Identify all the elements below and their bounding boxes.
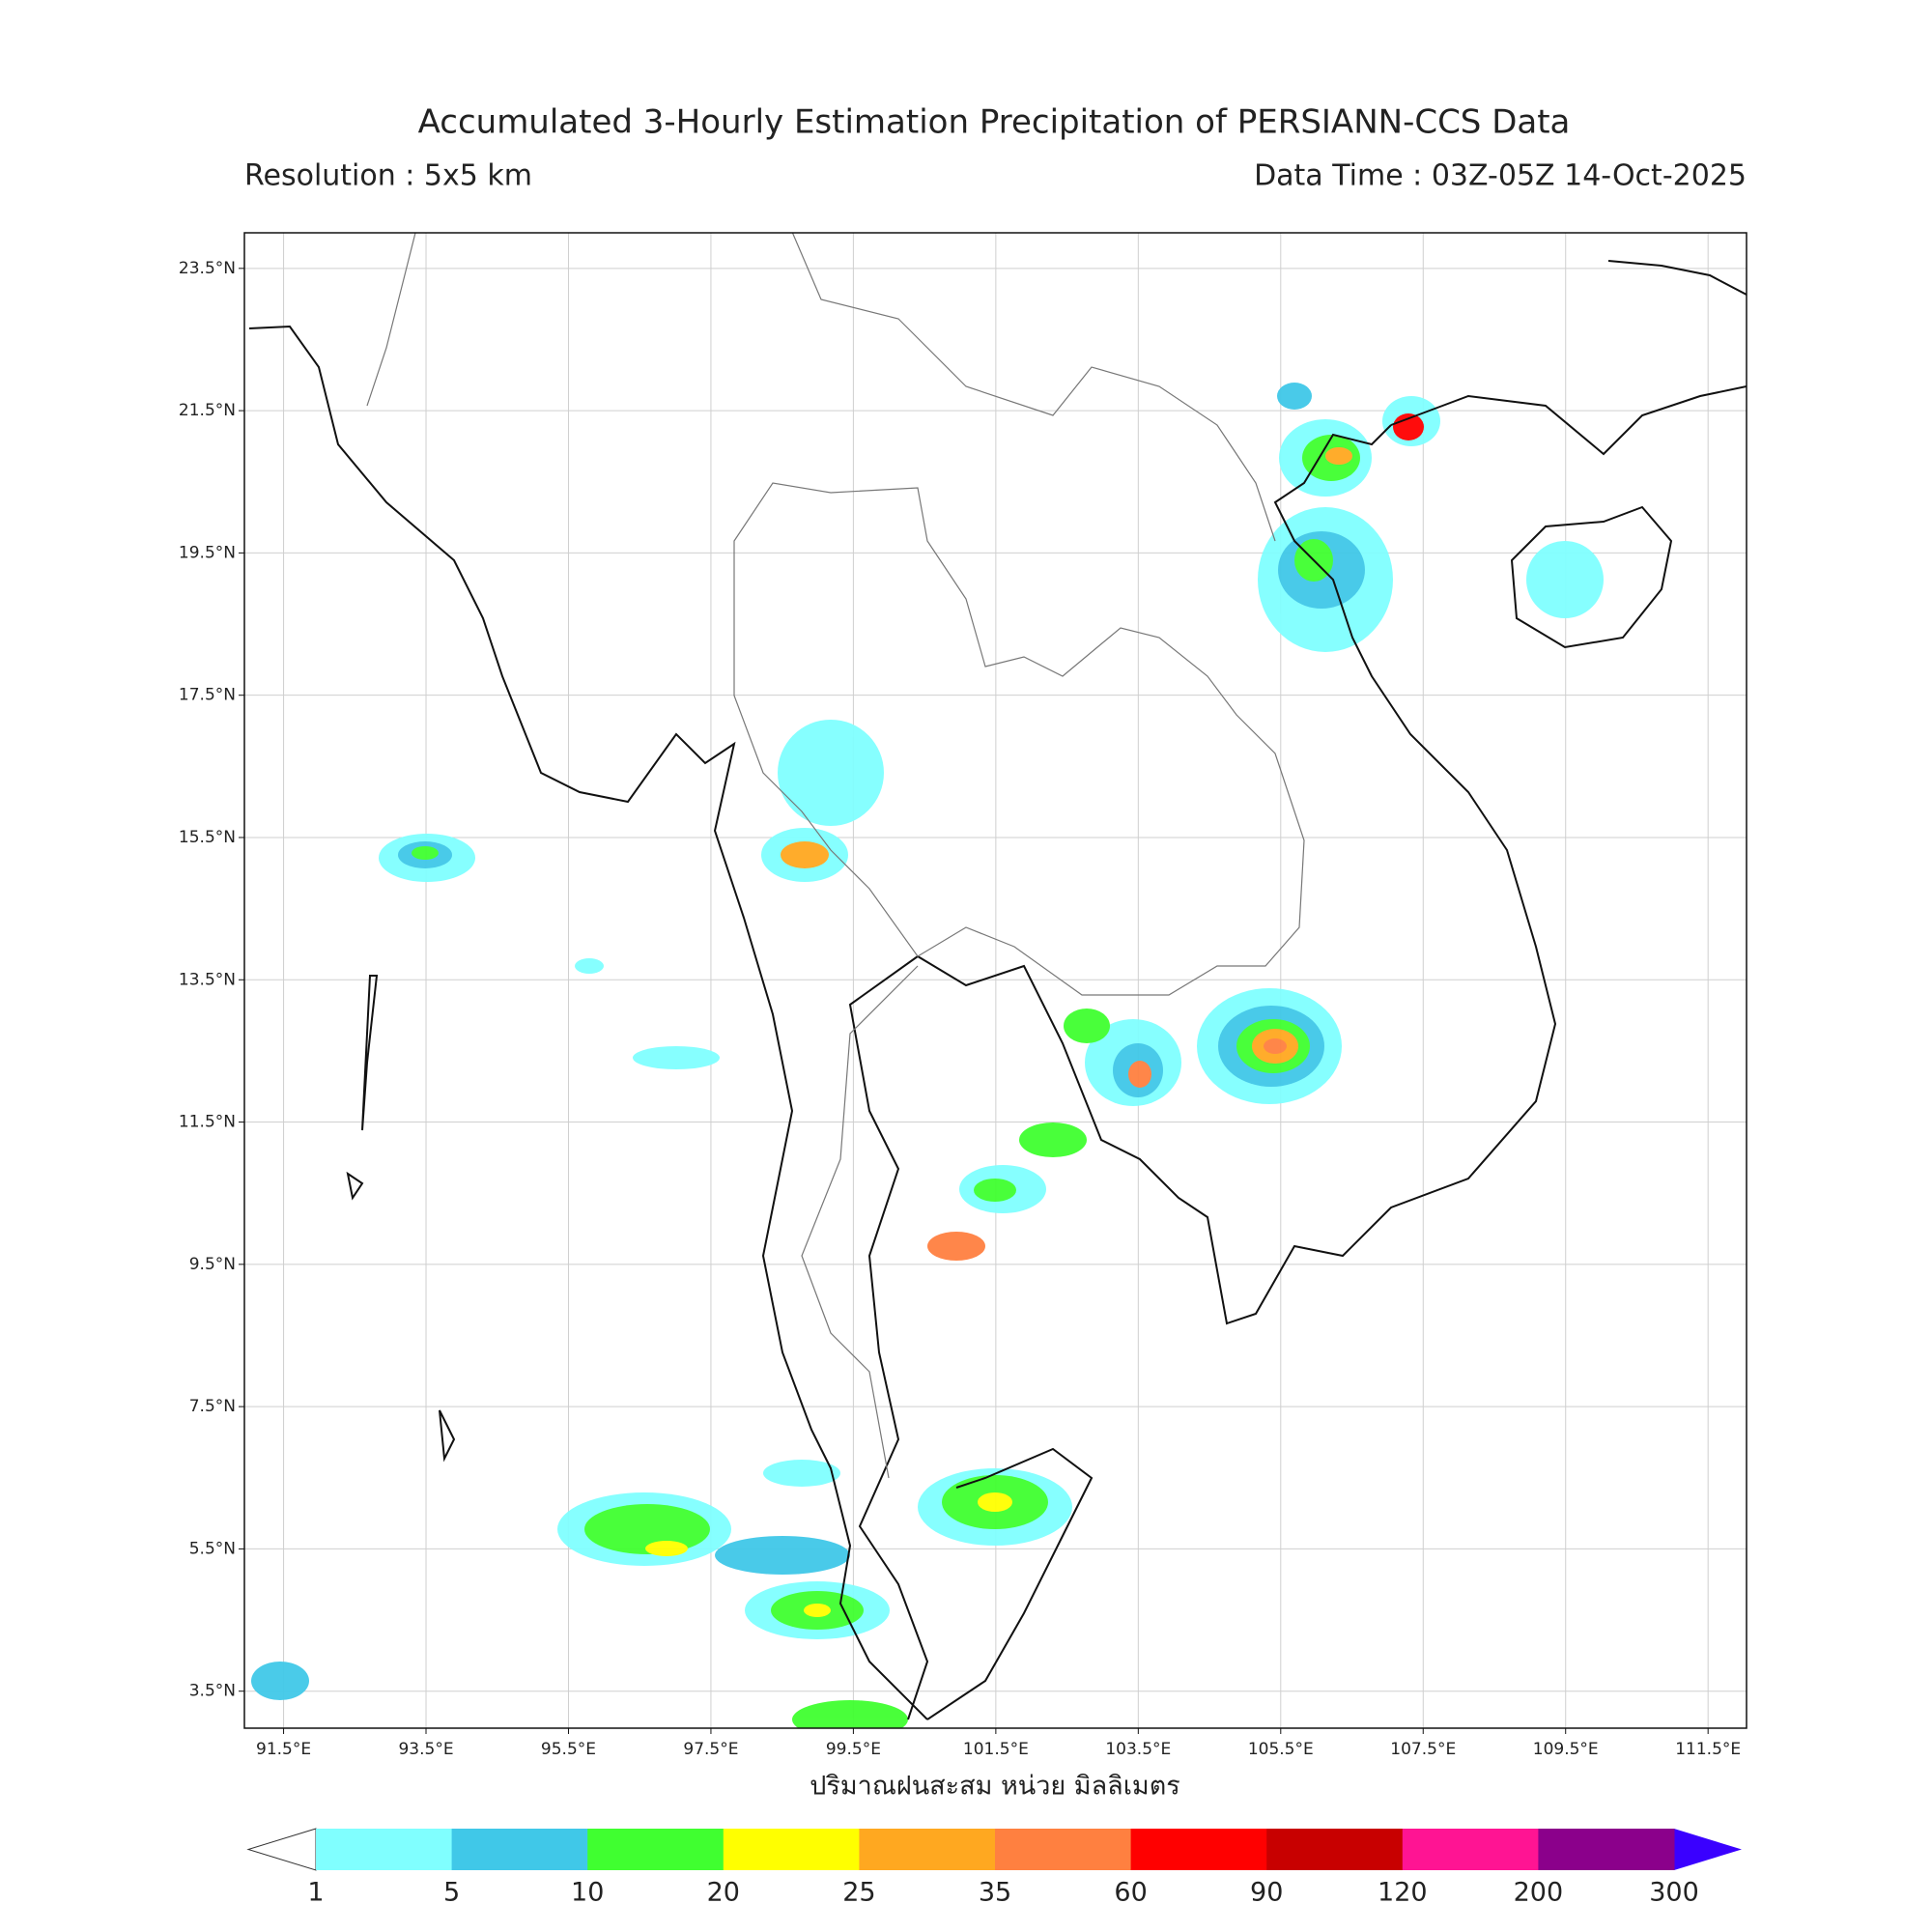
title: Accumulated 3-Hourly Estimation Precipit… — [418, 103, 1571, 142]
colorbar-label: 300 — [1649, 1878, 1699, 1908]
x-tick-label: 99.5°E — [826, 1740, 881, 1759]
colorbar-label: 35 — [979, 1878, 1011, 1908]
border — [733, 482, 1305, 996]
colorbar-label: 10 — [571, 1878, 604, 1908]
y-tick-label: 7.5°N — [189, 1397, 236, 1416]
colorbar-label: 20 — [707, 1878, 740, 1908]
y-tick-label: 5.5°N — [189, 1539, 236, 1558]
x-tick-label: 91.5°E — [256, 1740, 311, 1759]
y-tick-label: 3.5°N — [189, 1682, 236, 1701]
x-tick-label: 107.5°E — [1390, 1740, 1456, 1759]
y-tick-label: 19.5°N — [179, 543, 236, 562]
x-tick-label: 103.5°E — [1105, 1740, 1171, 1759]
grid: 91.5°E 93.5°E 95.5°E 97.5°E 99.5°E 101.5°E 103… — [179, 233, 1747, 1759]
y-tick-label: 15.5°N — [179, 828, 236, 847]
colorbar-segment — [1266, 1829, 1404, 1870]
colorbar-segment — [316, 1829, 453, 1870]
y-tick-label: 13.5°N — [179, 970, 236, 989]
map-layer — [248, 233, 1747, 1728]
x-tick-label: 97.5°E — [683, 1740, 738, 1759]
coastline — [1390, 385, 1747, 456]
colorbar-under — [246, 1828, 317, 1871]
colorbar-label: 60 — [1114, 1878, 1147, 1908]
border — [366, 233, 919, 1479]
coastline — [1510, 505, 1673, 649]
y-tick-label: 9.5°N — [189, 1255, 236, 1274]
y-tick-label: 17.5°N — [179, 686, 236, 705]
colorbar-segment — [723, 1829, 860, 1870]
colorbar-label: 25 — [842, 1878, 875, 1908]
colorbar: 1 5 10 20 25 35 60 90 120 200 300 — [246, 1828, 1742, 1908]
colorbar-label: 200 — [1514, 1878, 1564, 1908]
x-tick-label: 95.5°E — [541, 1740, 596, 1759]
colorbar-label: 1 — [307, 1878, 324, 1908]
colorbar-label: 5 — [443, 1878, 460, 1908]
colorbar-segment — [1402, 1829, 1539, 1870]
y-tick-label: 23.5°N — [179, 259, 236, 278]
coastline — [926, 1447, 1094, 1720]
data-time: Data Time : 03Z-05Z 14-Oct-2025 — [1254, 159, 1747, 193]
colorbar-over — [1674, 1829, 1742, 1870]
x-tick-label: 93.5°E — [398, 1740, 453, 1759]
border — [791, 233, 1276, 542]
colorbar-segment — [587, 1829, 724, 1870]
colorbar-segment — [995, 1829, 1132, 1870]
colorbar-segment — [1130, 1829, 1267, 1870]
x-tick-label: 101.5°E — [963, 1740, 1029, 1759]
colorbar-segment — [859, 1829, 996, 1870]
colorbar-label: 90 — [1250, 1878, 1283, 1908]
rain-areas — [251, 383, 1604, 1728]
coastline — [848, 424, 1557, 1720]
coastline — [248, 325, 928, 1720]
x-tick-label: 109.5°E — [1533, 1740, 1599, 1759]
coastline — [1607, 260, 1747, 296]
colorbar-label: 120 — [1378, 1878, 1428, 1908]
resolution: Resolution : 5x5 km — [244, 159, 532, 193]
x-axis-label: ปริมาณฝนสะสม หน่วย มิลลิเมตร — [810, 1772, 1180, 1802]
colorbar-segment — [1538, 1829, 1675, 1870]
x-tick-label: 105.5°E — [1248, 1740, 1314, 1759]
y-tick-label: 11.5°N — [179, 1113, 236, 1132]
map-frame — [243, 232, 1747, 1729]
x-tick-label: 111.5°E — [1675, 1740, 1741, 1759]
colorbar-segment — [451, 1829, 588, 1870]
coastline — [346, 975, 456, 1463]
y-tick-label: 21.5°N — [179, 401, 236, 420]
